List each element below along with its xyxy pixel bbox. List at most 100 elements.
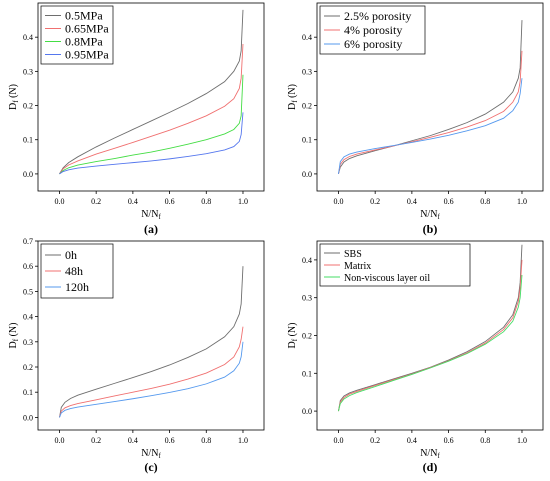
y-tick-label: 0.4 <box>302 33 312 42</box>
legend-label: 48h <box>65 264 83 278</box>
series-line-2 <box>338 50 523 174</box>
plot-frame <box>37 2 265 192</box>
legend-label: Matrix <box>344 261 371 272</box>
x-tick-label: 0.4 <box>128 436 138 445</box>
panel-label: (a) <box>144 222 158 236</box>
series-line-1 <box>59 266 244 418</box>
legend-label: SBS <box>344 249 362 260</box>
y-axis-label-subscript: f <box>12 100 20 103</box>
y-tick-label: 0.1 <box>302 369 312 378</box>
chart-panel-a: 0.0 0.2 0.4 0.6 0.8 1.00.00.10.20.30.4N/NfDf … <box>8 2 265 236</box>
y-tick-label: 0.3 <box>23 67 33 76</box>
panel-label: (d) <box>423 460 438 474</box>
plot-frame <box>37 240 265 431</box>
series-line-1 <box>338 20 523 175</box>
legend-box <box>319 243 471 287</box>
x-tick-label: 0.2 <box>370 436 380 445</box>
x-tick-label: 0.2 <box>91 436 101 445</box>
y-axis-label-unit: (N) <box>8 84 19 100</box>
y-tick-label: 0.0 <box>23 413 33 422</box>
y-tick-label: 0.3 <box>302 294 312 303</box>
x-tick-label: 1.0 <box>238 197 248 206</box>
legend-label: 2.5% porosity <box>344 9 411 23</box>
y-tick-label: 0.5 <box>23 287 33 296</box>
y-axis-label: Df (N) <box>8 323 20 349</box>
x-axis-label: N/Nf <box>141 209 161 221</box>
y-axis-label: Df (N) <box>287 84 299 110</box>
x-axis-label-subscript: f <box>437 452 440 460</box>
x-tick-label: 0.8 <box>201 436 211 445</box>
series-line-3 <box>338 78 523 174</box>
x-tick-label: 1.0 <box>517 436 527 445</box>
legend-label: 120h <box>65 280 89 294</box>
x-tick-label: 0.8 <box>480 197 490 206</box>
x-tick-label: 0.0 <box>333 197 343 206</box>
y-tick-label: 0.2 <box>302 102 312 111</box>
series-line-2 <box>59 43 244 175</box>
panel-label: (b) <box>423 222 438 236</box>
x-tick-label: 0.6 <box>165 197 175 206</box>
y-axis-label-subscript: f <box>291 100 299 103</box>
y-tick-label: 0.2 <box>23 102 33 111</box>
x-axis-label-subscript: f <box>437 213 440 221</box>
series-line-4 <box>59 112 244 175</box>
x-tick-label: 0.4 <box>407 197 417 206</box>
series-line-2 <box>59 326 244 418</box>
legend-label: 0.95MPa <box>65 48 109 62</box>
y-tick-label: 0.1 <box>23 388 33 397</box>
x-axis-label-subscript: f <box>158 452 161 460</box>
y-axis-label-unit: (N) <box>287 323 298 339</box>
y-axis-label: Df (N) <box>287 323 299 349</box>
panel-label: (c) <box>144 460 157 474</box>
x-tick-label: 1.0 <box>517 197 527 206</box>
plot-frame <box>316 2 544 192</box>
x-tick-label: 0.4 <box>128 197 138 206</box>
x-tick-label: 0.6 <box>444 436 454 445</box>
series-line-3 <box>338 274 523 412</box>
legend-label: 4% porosity <box>344 23 402 37</box>
x-tick-label: 0.4 <box>407 436 417 445</box>
y-axis-label: Df (N) <box>8 84 20 110</box>
y-tick-label: 0.0 <box>302 407 312 416</box>
x-tick-label: 0.8 <box>201 197 211 206</box>
y-tick-label: 0.6 <box>23 262 33 271</box>
legend-label: 6% porosity <box>344 37 402 51</box>
y-tick-label: 0.2 <box>302 332 312 341</box>
x-axis-label: N/Nf <box>420 209 440 221</box>
y-tick-label: 0.0 <box>302 170 312 179</box>
y-axis-label-subscript: f <box>291 338 299 341</box>
y-tick-label: 0.4 <box>23 313 33 322</box>
x-tick-label: 0.0 <box>333 436 343 445</box>
y-tick-label: 0.1 <box>23 136 33 145</box>
x-tick-label: 0.6 <box>444 197 454 206</box>
series-line-3 <box>59 341 244 418</box>
y-tick-label: 0.1 <box>302 136 312 145</box>
y-tick-label: 0.3 <box>302 67 312 76</box>
legend-label: 0h <box>65 248 77 262</box>
y-axis-label-unit: (N) <box>287 84 298 100</box>
series-line-1 <box>59 9 244 175</box>
x-tick-label: 0.0 <box>54 436 64 445</box>
y-tick-label: 0.7 <box>23 237 33 246</box>
x-axis-label: N/Nf <box>141 448 161 460</box>
legend-label: 0.8MPa <box>65 35 103 49</box>
legend-label: 0.5MPa <box>65 9 103 23</box>
x-tick-label: 0.6 <box>165 436 175 445</box>
x-axis-label: N/Nf <box>420 448 440 460</box>
y-tick-label: 0.3 <box>23 338 33 347</box>
legend-label: 0.65MPa <box>65 22 109 36</box>
chart-panel-d: 0.0 0.2 0.4 0.6 0.8 1.00.00.10.20.30.4N/NfDf … <box>287 240 544 474</box>
legend-label: Non-viscous layer oil <box>344 273 430 284</box>
y-tick-label: 0.0 <box>23 170 33 179</box>
x-axis-label-subscript: f <box>158 213 161 221</box>
y-axis-label-subscript: f <box>12 338 20 341</box>
chart-panel-c: 0.0 0.2 0.4 0.6 0.8 1.0 0.0 0.1 0.2 0.3 0.4 0.5 0.6 0… <box>8 237 265 474</box>
y-tick-label: 0.4 <box>23 33 33 42</box>
chart-panel-b: 0.0 0.2 0.4 0.6 0.8 1.00.00.10.20.30.4N/NfDf … <box>287 2 544 236</box>
series-line-3 <box>59 74 244 175</box>
y-axis-label-unit: (N) <box>8 323 19 339</box>
